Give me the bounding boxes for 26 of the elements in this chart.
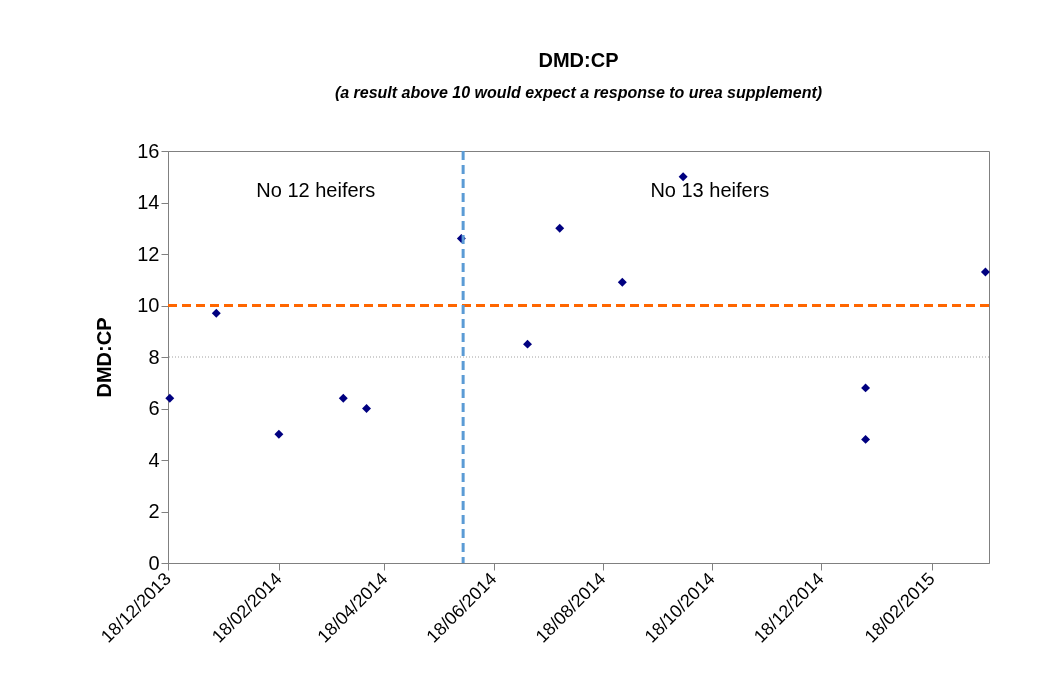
y-tick-label: 2 — [148, 500, 160, 522]
chart-title: DMD:CP — [538, 49, 619, 71]
point — [523, 339, 532, 349]
y-tick-label: 4 — [148, 448, 160, 471]
point — [861, 434, 871, 444]
point — [555, 223, 565, 233]
annotation: No 12 heifers — [256, 179, 376, 201]
point — [980, 267, 990, 277]
point — [617, 277, 627, 287]
point — [338, 393, 348, 403]
y-tick-label: 14 — [137, 191, 160, 213]
y-axis-title: DMD:CP — [93, 317, 116, 398]
chart-subtitle: (a result above 10 would expect a response to urea supplement) — [334, 84, 823, 101]
y-tick-label: 6 — [148, 397, 160, 419]
annotation: No 13 heifers — [650, 179, 770, 201]
point — [362, 404, 372, 413]
y-tick-label: 8 — [148, 345, 160, 368]
point — [861, 383, 871, 393]
y-tick-label: 12 — [137, 242, 160, 265]
point — [678, 172, 688, 182]
y-tick-label: 10 — [137, 294, 160, 316]
y-tick-label: 0 — [148, 551, 160, 574]
y-tick-label: 16 — [137, 139, 160, 162]
point — [211, 308, 221, 318]
point — [274, 429, 284, 439]
point — [165, 393, 175, 403]
